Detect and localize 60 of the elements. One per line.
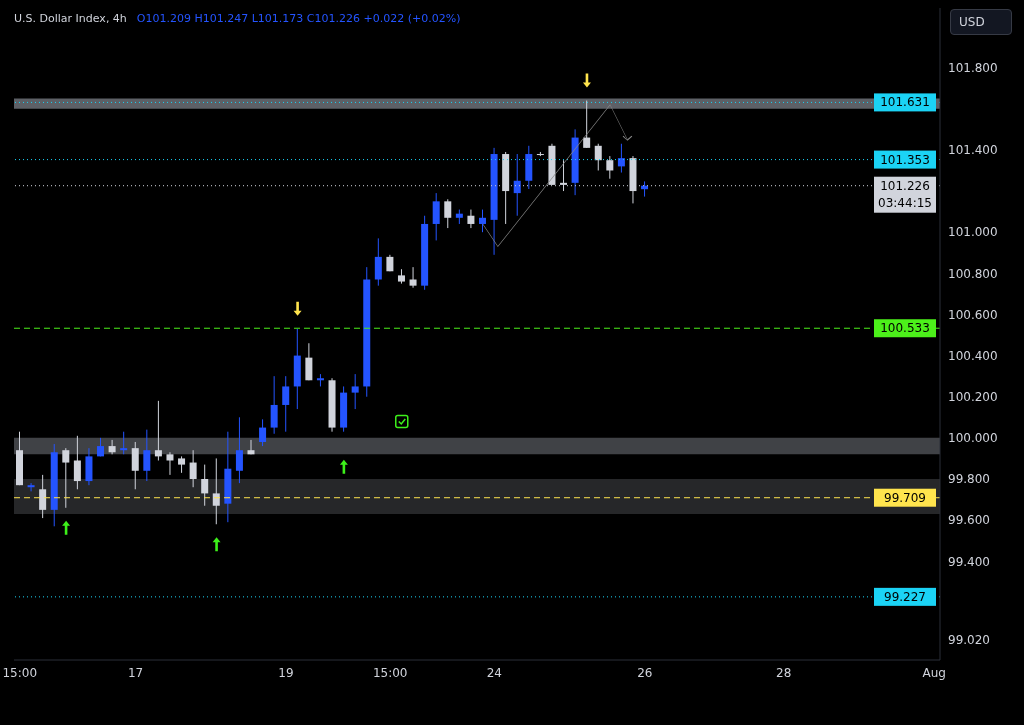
y-tick-label: 100.200: [948, 389, 998, 404]
candlestick: [444, 198, 452, 229]
candlestick: [270, 375, 278, 435]
x-tick-label: 15:00: [2, 665, 38, 680]
candlestick: [409, 266, 417, 289]
candlestick: [131, 441, 139, 490]
y-tick-label: 100.000: [948, 431, 998, 446]
y-tick-label: 100.400: [948, 348, 998, 363]
candlestick: [247, 439, 255, 455]
candlestick: [583, 100, 591, 149]
y-tick-label: 99.020: [948, 632, 990, 647]
ref-line-label: 100.533: [880, 321, 930, 336]
ref-line-label: 101.226 03:44:15: [878, 178, 932, 210]
y-tick-label: 100.800: [948, 266, 998, 281]
candlestick: [120, 431, 128, 455]
text: USD: [950, 9, 1012, 35]
candlestick: [166, 451, 174, 476]
x-tick-label: Aug: [922, 665, 946, 680]
ref-line-label: 101.631: [880, 95, 930, 110]
ref-line-label: 101.353: [880, 152, 930, 167]
candlestick: [617, 143, 625, 174]
candlestick: [374, 237, 382, 287]
y-tick-label: 99.800: [948, 472, 990, 487]
candlestick: [259, 418, 267, 447]
y-tick-label: 101.400: [948, 143, 998, 158]
candlestick: [606, 155, 614, 180]
candlestick: [108, 439, 116, 455]
candlestick: [351, 373, 359, 410]
candlestick: [73, 435, 81, 490]
y-tick-label: 101.800: [948, 60, 998, 75]
x-tick-label: 19: [278, 665, 294, 680]
y-tick-label: 100.600: [948, 307, 998, 322]
x-tick-label: 17: [127, 665, 144, 680]
candlestick: [305, 342, 313, 381]
candlestick: [154, 400, 162, 461]
y-tick-label: 99.600: [948, 513, 990, 528]
candlestick: [479, 209, 486, 233]
candlestick: [201, 464, 209, 507]
ref-line-label: 99.227: [884, 589, 926, 604]
x-tick-label: 15:00: [372, 665, 408, 680]
candlestick: [235, 416, 243, 484]
candlestick: [594, 143, 602, 171]
candlestick: [282, 375, 290, 433]
candlestick: [62, 447, 70, 509]
y-tick-label: 101.000: [948, 225, 998, 240]
y-tick-label: 99.400: [948, 554, 990, 569]
x-tick-label: 26: [637, 665, 653, 680]
candlestick: [513, 153, 521, 217]
candlestick: [467, 209, 475, 229]
candlestick: [143, 429, 151, 482]
chart-title: U.S. Dollar Index, 4h: [14, 12, 127, 25]
ref-line-label: 99.709: [884, 490, 926, 505]
candlestick: [432, 192, 440, 241]
x-tick-label: 28: [776, 665, 792, 680]
candlestick: [212, 457, 220, 525]
x-tick-label: 24: [486, 665, 502, 680]
candlestick: [27, 482, 35, 492]
candlestick: [39, 474, 47, 519]
chart-subtitle: O101.209 H101.247 L101.173 C101.226 +0.022 (+0.02%): [136, 12, 461, 25]
candlestick: [189, 449, 197, 488]
